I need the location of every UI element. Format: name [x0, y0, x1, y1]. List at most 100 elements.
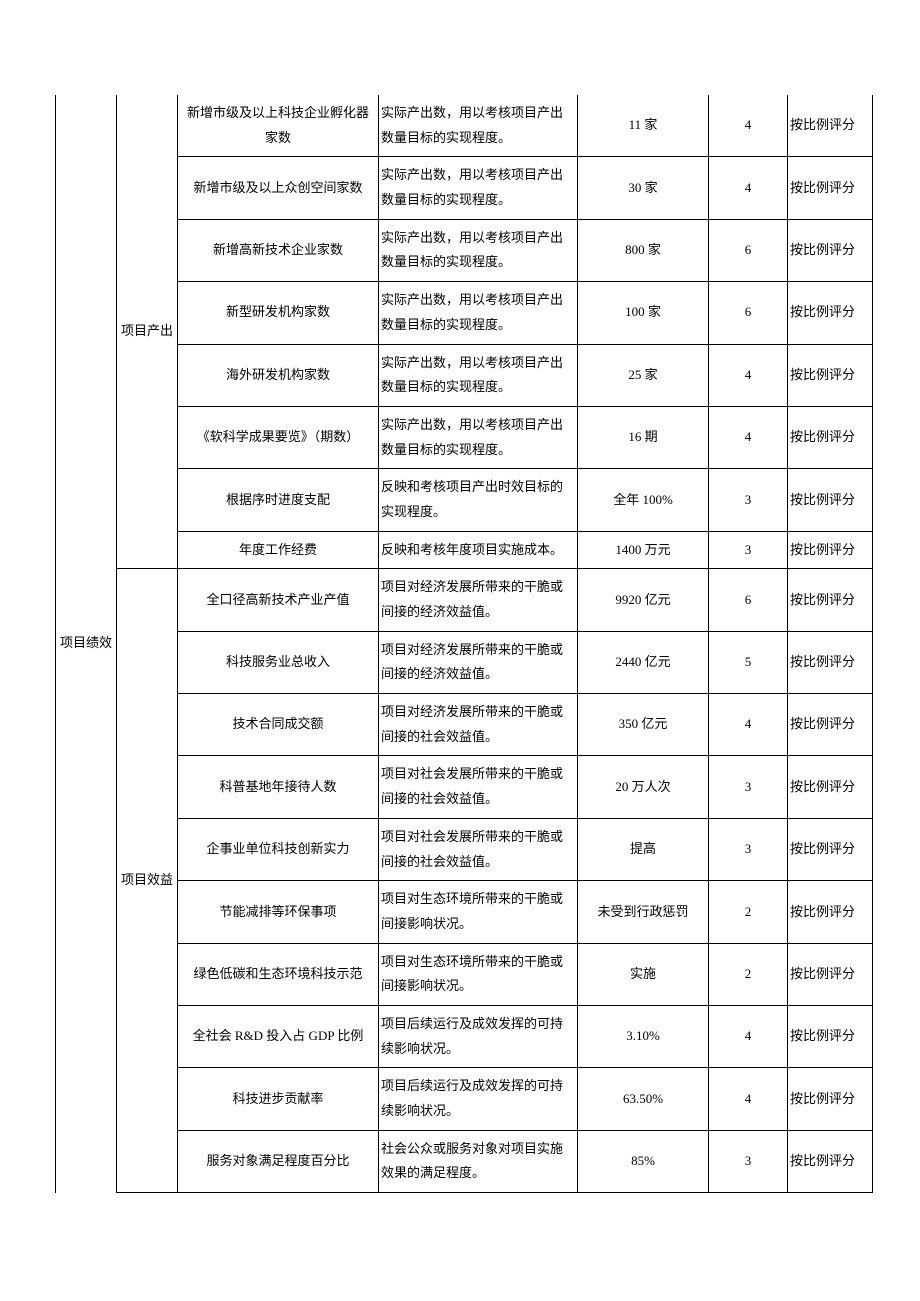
table-row: 企事业单位科技创新实力项目对社会发展所带来的干脆或间接的社会效益值。提高3按比例…	[56, 818, 873, 880]
indicator-name: 新增高新技术企业家数	[178, 219, 379, 281]
indicator-desc: 实际产出数，用以考核项目产出数量目标的实现程度。	[379, 157, 578, 219]
table-row: 技术合同成交额项目对经济发展所带来的干脆或间接的社会效益值。350 亿元4按比例…	[56, 694, 873, 756]
indicator-score: 2	[709, 881, 788, 943]
indicator-desc: 项目对社会发展所带来的干脆或间接的社会效益值。	[379, 818, 578, 880]
indicator-target: 9920 亿元	[578, 569, 709, 631]
performance-table: 项目绩效项目产出新增市级及以上科技企业孵化器家数实际产出数，用以考核项目产出数量…	[55, 95, 873, 1193]
indicator-desc: 社会公众或服务对象对项目实施效果的满足程度。	[379, 1130, 578, 1192]
indicator-target: 30 家	[578, 157, 709, 219]
indicator-desc: 项目对生态环境所带来的干脆或间接影响状况。	[379, 943, 578, 1005]
indicator-score: 4	[709, 694, 788, 756]
indicator-desc: 项目对经济发展所带来的干脆或间接的经济效益值。	[379, 631, 578, 693]
indicator-target: 800 家	[578, 219, 709, 281]
table-row: 项目效益全口径高新技术产业产值项目对经济发展所带来的干脆或间接的经济效益值。99…	[56, 569, 873, 631]
table-row: 海外研发机构家数实际产出数，用以考核项目产出数量目标的实现程度。25 家4按比例…	[56, 344, 873, 406]
table-row: 新增市级及以上众创空间家数实际产出数，用以考核项目产出数量目标的实现程度。30 …	[56, 157, 873, 219]
indicator-name: 全社会 R&D 投入占 GDP 比例	[178, 1005, 379, 1067]
indicator-score: 3	[709, 469, 788, 531]
indicator-score: 5	[709, 631, 788, 693]
table-row: 节能减排等环保事项项目对生态环境所带来的干脆或间接影响状况。未受到行政惩罚2按比…	[56, 881, 873, 943]
table-row: 新增高新技术企业家数实际产出数，用以考核项目产出数量目标的实现程度。800 家6…	[56, 219, 873, 281]
table-row: 科技服务业总收入项目对经济发展所带来的干脆或间接的经济效益值。2440 亿元5按…	[56, 631, 873, 693]
indicator-method: 按比例评分	[788, 95, 873, 157]
indicator-method: 按比例评分	[788, 531, 873, 569]
table-row: 绿色低碳和生态环境科技示范项目对生态环境所带来的干脆或间接影响状况。实施2按比例…	[56, 943, 873, 1005]
indicator-desc: 实际产出数，用以考核项目产出数量目标的实现程度。	[379, 95, 578, 157]
indicator-desc: 项目对经济发展所带来的干脆或间接的社会效益值。	[379, 694, 578, 756]
indicator-name: 根据序时进度支配	[178, 469, 379, 531]
indicator-method: 按比例评分	[788, 569, 873, 631]
indicator-desc: 项目后续运行及成效发挥的可持续影响状况。	[379, 1005, 578, 1067]
indicator-target: 2440 亿元	[578, 631, 709, 693]
indicator-name: 服务对象满足程度百分比	[178, 1130, 379, 1192]
indicator-score: 4	[709, 406, 788, 468]
indicator-method: 按比例评分	[788, 881, 873, 943]
indicator-method: 按比例评分	[788, 694, 873, 756]
indicator-method: 按比例评分	[788, 157, 873, 219]
indicator-target: 20 万人次	[578, 756, 709, 818]
indicator-name: 科技进步贡献率	[178, 1068, 379, 1130]
indicator-target: 85%	[578, 1130, 709, 1192]
indicator-score: 3	[709, 756, 788, 818]
table-row: 全社会 R&D 投入占 GDP 比例项目后续运行及成效发挥的可持续影响状况。3.…	[56, 1005, 873, 1067]
indicator-method: 按比例评分	[788, 406, 873, 468]
indicator-name: 技术合同成交额	[178, 694, 379, 756]
indicator-method: 按比例评分	[788, 818, 873, 880]
indicator-score: 4	[709, 95, 788, 157]
indicator-score: 6	[709, 569, 788, 631]
group-level-1: 项目绩效	[56, 95, 117, 1193]
indicator-desc: 实际产出数，用以考核项目产出数量目标的实现程度。	[379, 282, 578, 344]
indicator-target: 未受到行政惩罚	[578, 881, 709, 943]
indicator-score: 3	[709, 818, 788, 880]
table-row: 服务对象满足程度百分比社会公众或服务对象对项目实施效果的满足程度。85%3按比例…	[56, 1130, 873, 1192]
indicator-target: 全年 100%	[578, 469, 709, 531]
indicator-desc: 实际产出数，用以考核项目产出数量目标的实现程度。	[379, 344, 578, 406]
indicator-method: 按比例评分	[788, 756, 873, 818]
indicator-method: 按比例评分	[788, 469, 873, 531]
indicator-desc: 项目后续运行及成效发挥的可持续影响状况。	[379, 1068, 578, 1130]
indicator-score: 3	[709, 531, 788, 569]
indicator-method: 按比例评分	[788, 1130, 873, 1192]
indicator-desc: 反映和考核项目产出时效目标的实现程度。	[379, 469, 578, 531]
indicator-desc: 反映和考核年度项目实施成本。	[379, 531, 578, 569]
indicator-desc: 项目对社会发展所带来的干脆或间接的社会效益值。	[379, 756, 578, 818]
indicator-target: 100 家	[578, 282, 709, 344]
table-row: 科技进步贡献率项目后续运行及成效发挥的可持续影响状况。63.50%4按比例评分	[56, 1068, 873, 1130]
table-row: 年度工作经费反映和考核年度项目实施成本。1400 万元3按比例评分	[56, 531, 873, 569]
table-row: 科普基地年接待人数项目对社会发展所带来的干脆或间接的社会效益值。20 万人次3按…	[56, 756, 873, 818]
indicator-target: 实施	[578, 943, 709, 1005]
indicator-desc: 项目对生态环境所带来的干脆或间接影响状况。	[379, 881, 578, 943]
indicator-name: 全口径高新技术产业产值	[178, 569, 379, 631]
indicator-score: 4	[709, 1068, 788, 1130]
group-level-2-output: 项目产出	[117, 95, 178, 569]
indicator-name: 科普基地年接待人数	[178, 756, 379, 818]
indicator-target: 11 家	[578, 95, 709, 157]
indicator-target: 350 亿元	[578, 694, 709, 756]
indicator-method: 按比例评分	[788, 344, 873, 406]
indicator-name: 新型研发机构家数	[178, 282, 379, 344]
indicator-method: 按比例评分	[788, 282, 873, 344]
group-level-2-benefit: 项目效益	[117, 569, 178, 1193]
indicator-name: 节能减排等环保事项	[178, 881, 379, 943]
table-row: 根据序时进度支配反映和考核项目产出时效目标的实现程度。全年 100%3按比例评分	[56, 469, 873, 531]
indicator-score: 3	[709, 1130, 788, 1192]
indicator-method: 按比例评分	[788, 219, 873, 281]
indicator-name: 新增市级及以上众创空间家数	[178, 157, 379, 219]
indicator-target: 提高	[578, 818, 709, 880]
indicator-name: 科技服务业总收入	[178, 631, 379, 693]
table-row: 新型研发机构家数实际产出数，用以考核项目产出数量目标的实现程度。100 家6按比…	[56, 282, 873, 344]
indicator-method: 按比例评分	[788, 631, 873, 693]
indicator-target: 63.50%	[578, 1068, 709, 1130]
table-row: 项目绩效项目产出新增市级及以上科技企业孵化器家数实际产出数，用以考核项目产出数量…	[56, 95, 873, 157]
indicator-method: 按比例评分	[788, 943, 873, 1005]
indicator-desc: 实际产出数，用以考核项目产出数量目标的实现程度。	[379, 406, 578, 468]
indicator-score: 4	[709, 1005, 788, 1067]
indicator-target: 1400 万元	[578, 531, 709, 569]
indicator-score: 2	[709, 943, 788, 1005]
indicator-method: 按比例评分	[788, 1005, 873, 1067]
table-row: 《软科学成果要览》（期数）实际产出数，用以考核项目产出数量目标的实现程度。16 …	[56, 406, 873, 468]
indicator-target: 3.10%	[578, 1005, 709, 1067]
indicator-score: 6	[709, 219, 788, 281]
indicator-name: 新增市级及以上科技企业孵化器家数	[178, 95, 379, 157]
indicator-target: 25 家	[578, 344, 709, 406]
